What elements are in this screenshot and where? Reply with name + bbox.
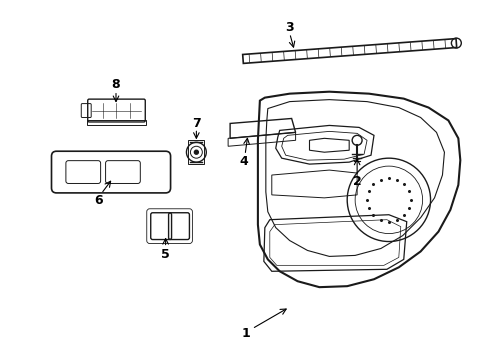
Text: 1: 1 <box>241 327 250 340</box>
Text: 4: 4 <box>239 155 248 168</box>
Text: 6: 6 <box>94 194 102 207</box>
Text: 8: 8 <box>111 78 120 91</box>
Text: 3: 3 <box>285 21 293 34</box>
Text: 5: 5 <box>161 248 170 261</box>
Text: 2: 2 <box>352 175 361 189</box>
Circle shape <box>194 150 198 154</box>
Text: 7: 7 <box>192 117 201 130</box>
